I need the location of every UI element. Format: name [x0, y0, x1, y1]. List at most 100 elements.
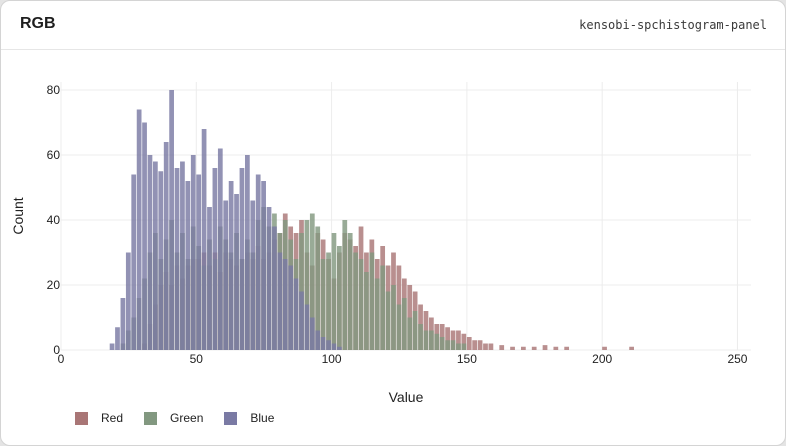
histogram-bar-blue[interactable] — [331, 343, 337, 351]
histogram-bar-blue[interactable] — [153, 161, 158, 351]
histogram-bar-red[interactable] — [564, 346, 570, 350]
histogram-bar-red[interactable] — [445, 327, 450, 350]
histogram-bar-blue[interactable] — [207, 207, 212, 350]
histogram-bar-blue[interactable] — [261, 181, 266, 350]
histogram-bar-green[interactable] — [385, 291, 391, 351]
histogram-bar-green[interactable] — [418, 324, 423, 350]
histogram-bar-red[interactable] — [531, 346, 537, 350]
histogram-bar-blue[interactable] — [169, 90, 174, 350]
histogram-bar-blue[interactable] — [174, 168, 180, 350]
histogram-bar-blue[interactable] — [217, 148, 223, 351]
legend-item-green[interactable]: Green — [144, 411, 203, 425]
histogram-bar-blue[interactable] — [337, 346, 342, 350]
histogram-bar-blue[interactable] — [326, 340, 331, 350]
histogram-bar-green[interactable] — [401, 298, 407, 350]
histogram-bar-green[interactable] — [412, 311, 418, 350]
histogram-bar-blue[interactable] — [228, 181, 234, 350]
histogram-bar-green[interactable] — [320, 259, 326, 350]
histogram-bar-green[interactable] — [353, 252, 358, 351]
histogram-bar-blue[interactable] — [223, 200, 229, 351]
legend-label: Green — [170, 411, 204, 425]
histogram-bar-green[interactable] — [434, 333, 440, 350]
histogram-bar-green[interactable] — [439, 337, 445, 350]
histogram-bar-blue[interactable] — [131, 174, 137, 351]
histogram-bar-green[interactable] — [337, 246, 342, 350]
histogram-bar-blue[interactable] — [245, 155, 250, 350]
histogram-bar-red[interactable] — [483, 343, 488, 351]
histogram-bar-red[interactable] — [510, 346, 515, 350]
histogram-bar-red[interactable] — [488, 343, 494, 351]
legend-item-blue[interactable]: Blue — [224, 411, 274, 425]
histogram-bar-blue[interactable] — [309, 317, 315, 351]
histogram-bar-blue[interactable] — [299, 291, 304, 351]
histogram-bar-blue[interactable] — [180, 161, 185, 351]
histogram-bar-blue[interactable] — [272, 226, 277, 351]
series-blue — [109, 90, 342, 351]
histogram-bar-green[interactable] — [369, 252, 375, 351]
histogram-bar-green[interactable] — [456, 343, 461, 351]
histogram-bars — [109, 90, 634, 351]
histogram-bar-green[interactable] — [391, 285, 396, 350]
histogram-bar-blue[interactable] — [315, 330, 321, 351]
histogram-bar-red[interactable] — [542, 345, 548, 351]
histogram-bar-green[interactable] — [374, 278, 380, 351]
histogram-bar-red[interactable] — [629, 346, 634, 350]
histogram-bar-red[interactable] — [477, 340, 483, 350]
histogram-bar-blue[interactable] — [304, 304, 310, 351]
histogram-bar-blue[interactable] — [212, 168, 218, 350]
histogram-bar-blue[interactable] — [163, 142, 169, 350]
histogram-bar-green[interactable] — [347, 233, 353, 350]
legend-item-red[interactable]: Red — [75, 411, 123, 425]
legend-swatch — [75, 411, 88, 425]
histogram-bar-green[interactable] — [309, 213, 315, 351]
histogram-bar-green[interactable] — [429, 330, 434, 351]
histogram-bar-blue[interactable] — [282, 259, 288, 350]
histogram-bar-green[interactable] — [364, 272, 369, 350]
histogram-bar-blue[interactable] — [239, 168, 245, 350]
x-axis-label: Value — [389, 389, 424, 405]
histogram-bar-blue[interactable] — [190, 155, 196, 350]
histogram-bar-blue[interactable] — [277, 252, 283, 351]
histogram-bar-blue[interactable] — [255, 174, 261, 351]
histogram-bar-green[interactable] — [326, 252, 331, 351]
histogram-bar-blue[interactable] — [147, 155, 153, 350]
histogram-bar-green[interactable] — [358, 259, 364, 350]
histogram-bar-green[interactable] — [331, 233, 337, 350]
histogram-bar-red[interactable] — [461, 333, 467, 350]
histogram-bar-green[interactable] — [461, 343, 467, 351]
histogram-bar-green[interactable] — [407, 317, 413, 351]
histogram-bar-blue[interactable] — [250, 200, 256, 351]
histogram-bar-red[interactable] — [521, 346, 526, 350]
histogram-bar-blue[interactable] — [115, 327, 120, 350]
histogram-bar-green[interactable] — [450, 340, 456, 350]
histogram-bar-green[interactable] — [380, 265, 386, 351]
histogram-bar-green[interactable] — [445, 340, 450, 350]
histogram-bar-blue[interactable] — [293, 278, 299, 351]
histogram-bar-green[interactable] — [423, 330, 429, 351]
histogram-bar-blue[interactable] — [288, 265, 294, 351]
histogram-bar-red[interactable] — [499, 345, 505, 351]
histogram-bar-blue[interactable] — [136, 109, 142, 351]
histogram-bar-red[interactable] — [602, 346, 607, 350]
histogram-bar-blue[interactable] — [120, 298, 126, 350]
histogram-bar-green[interactable] — [396, 304, 402, 351]
histogram-bar-red[interactable] — [472, 340, 478, 350]
histogram-bar-blue[interactable] — [320, 337, 326, 350]
x-axis-ticks: 0 50 100 150 200 250 — [58, 352, 748, 366]
histogram-bar-blue[interactable] — [142, 122, 147, 351]
histogram-bar-blue[interactable] — [266, 207, 272, 350]
histogram-bar-red[interactable] — [466, 337, 472, 350]
histogram-bar-blue[interactable] — [158, 171, 164, 350]
panel-header: RGB kensobi-spchistogram-panel — [1, 1, 785, 50]
histogram-bar-green[interactable] — [304, 220, 310, 350]
histogram-bar-blue[interactable] — [125, 252, 131, 351]
histogram-bar-blue[interactable] — [196, 174, 202, 351]
histogram-bar-blue[interactable] — [109, 343, 115, 351]
histogram-bar-blue[interactable] — [185, 181, 191, 350]
histogram-bar-red[interactable] — [456, 330, 461, 351]
histogram-bar-green[interactable] — [342, 220, 348, 350]
histogram-bar-blue[interactable] — [234, 194, 239, 350]
histogram-bar-green[interactable] — [315, 226, 321, 351]
histogram-bar-blue[interactable] — [201, 129, 207, 350]
histogram-bar-red[interactable] — [553, 346, 559, 350]
